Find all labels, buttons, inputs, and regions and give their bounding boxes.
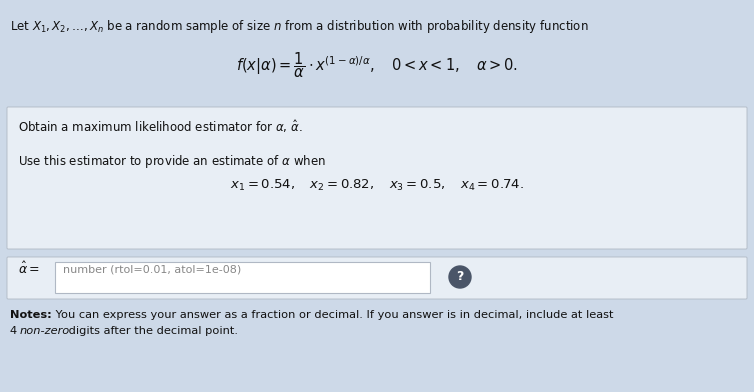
- Text: You can express your answer as a fraction or decimal. If you answer is in decima: You can express your answer as a fractio…: [52, 310, 614, 320]
- Text: Notes:: Notes:: [10, 310, 52, 320]
- Text: 4: 4: [10, 326, 21, 336]
- Text: ?: ?: [456, 270, 464, 283]
- Text: non-zero: non-zero: [20, 326, 70, 336]
- Text: $x_1 = 0.54, \quad x_2 = 0.82, \quad x_3 = 0.5, \quad x_4 = 0.74.$: $x_1 = 0.54, \quad x_2 = 0.82, \quad x_3…: [230, 178, 524, 193]
- FancyBboxPatch shape: [7, 107, 747, 249]
- FancyBboxPatch shape: [55, 262, 430, 293]
- Text: digits after the decimal point.: digits after the decimal point.: [65, 326, 238, 336]
- Circle shape: [449, 266, 471, 288]
- FancyBboxPatch shape: [7, 257, 747, 299]
- Text: Use this estimator to provide an estimate of $\alpha$ when: Use this estimator to provide an estimat…: [18, 153, 326, 170]
- Text: $\hat{\alpha} =$: $\hat{\alpha} =$: [18, 261, 40, 277]
- Text: Obtain a maximum likelihood estimator for $\alpha$, $\hat{\alpha}$.: Obtain a maximum likelihood estimator fo…: [18, 118, 302, 135]
- Text: number (rtol=0.01, atol=1e-08): number (rtol=0.01, atol=1e-08): [63, 264, 241, 274]
- Text: $f(x|\alpha) = \dfrac{1}{\alpha} \cdot x^{(1-\alpha)/\alpha}, \quad 0 < x < 1, \: $f(x|\alpha) = \dfrac{1}{\alpha} \cdot x…: [236, 50, 518, 80]
- Text: Let $X_1, X_2, \ldots, X_n$ be a random sample of size $n$ from a distribution w: Let $X_1, X_2, \ldots, X_n$ be a random …: [10, 18, 589, 35]
